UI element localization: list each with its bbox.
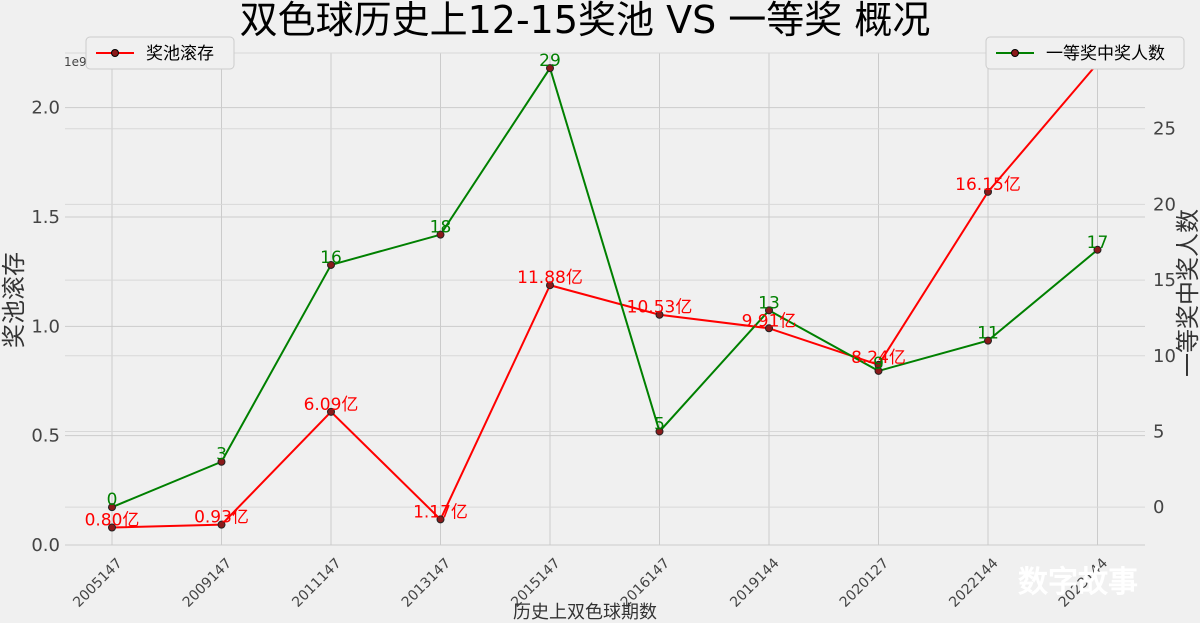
series-1-data-label: 3 <box>216 445 227 465</box>
series-1-data-label: 17 <box>1087 233 1109 253</box>
series-1-point <box>327 260 335 269</box>
legend-left-box <box>85 36 235 70</box>
series-line-1 <box>111 65 1099 509</box>
series-0-point <box>217 520 226 529</box>
legend-right-label: 一等奖中奖人数 <box>1046 44 1165 64</box>
right-tick-label: 15 <box>1153 270 1176 291</box>
series-0-data-label: 1.17亿 <box>413 502 468 522</box>
legend-left-label: 奖池滚存 <box>146 44 214 64</box>
x-tick-label: 2020127 <box>837 555 892 610</box>
series-0-point <box>984 187 992 196</box>
series-1-point <box>436 230 445 239</box>
series-1-point <box>874 366 883 375</box>
right-tick-label: 10 <box>1153 346 1176 367</box>
series-1-point <box>108 503 116 512</box>
series-0-data-label: 0.80亿 <box>85 511 140 531</box>
legend-right-box <box>985 36 1185 70</box>
left-axis-ticks: 0.0 0.5 1.0 1.5 2.0 <box>31 98 60 556</box>
left-tick-label: 2.0 <box>31 98 60 119</box>
series-0-data-label: 6.09亿 <box>304 395 359 415</box>
grid <box>65 52 1145 546</box>
series-0-point <box>327 407 335 416</box>
series-1-data-label: 18 <box>430 218 452 238</box>
watermark: 数字故事 <box>1018 565 1138 600</box>
x-tick-label: 2022144 <box>946 555 1001 610</box>
data-labels-layer: 0.80亿 0.93亿 6.09亿 1.17亿 11.88亿 10.53亿 9.91亿 8.2… <box>85 46 1131 530</box>
left-tick-label: 0.0 <box>31 535 60 556</box>
x-tick-label: 2005147 <box>70 555 125 610</box>
series-1-point <box>217 457 226 466</box>
series-1-data-label: 29 <box>539 51 561 71</box>
x-tick-label: 2011147 <box>289 555 344 610</box>
legend-right: 一等奖中奖人数 <box>985 36 1185 70</box>
series-0-point <box>546 281 554 290</box>
series-line-0 <box>111 62 1099 529</box>
x-tick-label: 2013147 <box>399 555 454 610</box>
right-tick-label: 25 <box>1153 119 1176 140</box>
right-tick-label: 20 <box>1153 194 1176 215</box>
series-0-data-label: 10.53亿 <box>627 298 693 318</box>
series-0-data-label: 11.88亿 <box>517 268 583 288</box>
series-0-point <box>655 310 664 319</box>
series-1-point <box>984 336 992 345</box>
series-1-point <box>1093 245 1102 254</box>
series-1-data-label: 16 <box>320 248 342 268</box>
series-1-data-label: 0 <box>107 490 118 510</box>
right-tick-label: 5 <box>1153 421 1164 442</box>
series-0-data-label: 8.24亿 <box>851 348 906 368</box>
series-1-data-label: 5 <box>654 414 665 434</box>
left-tick-label: 1.0 <box>31 316 60 337</box>
x-tick-label: 2019144 <box>727 555 782 610</box>
left-tick-label: 0.5 <box>31 426 60 447</box>
series-0-data-label: 0.93亿 <box>194 508 249 528</box>
series-0-data-label: 16.15亿 <box>955 175 1021 195</box>
x-axis-label: 历史上双色球期数 <box>513 602 657 623</box>
left-tick-label: 1.5 <box>31 207 60 228</box>
legend-right-marker <box>1011 49 1019 57</box>
right-axis-ticks: 051015202530 <box>1153 43 1176 518</box>
series-1-point <box>546 64 554 73</box>
series-0-data-label: 9.91亿 <box>742 311 797 331</box>
chart-title: 双色球历史上12-15奖池 VS 一等奖 概况 <box>240 0 931 42</box>
series-0-point <box>436 515 445 524</box>
legend-left-marker <box>111 49 119 57</box>
series-0-point <box>108 523 116 532</box>
series-1-data-label: 9 <box>873 354 884 374</box>
x-tick-label: 2009147 <box>180 555 235 610</box>
series-1-point <box>765 306 773 315</box>
series-layer <box>108 59 1102 532</box>
series-1-data-label: 13 <box>758 293 780 313</box>
series-1-point <box>655 427 664 436</box>
left-axis-exponent: 1e9 <box>64 55 87 69</box>
right-tick-label: 0 <box>1153 497 1164 518</box>
series-1-data-label: 11 <box>977 324 999 344</box>
legend-left: 奖池滚存 <box>85 36 235 70</box>
series-0-point <box>765 324 773 333</box>
left-axis-label: 奖池滚存 <box>0 252 28 348</box>
right-axis-label: 一等奖中奖人数 <box>1174 209 1200 377</box>
